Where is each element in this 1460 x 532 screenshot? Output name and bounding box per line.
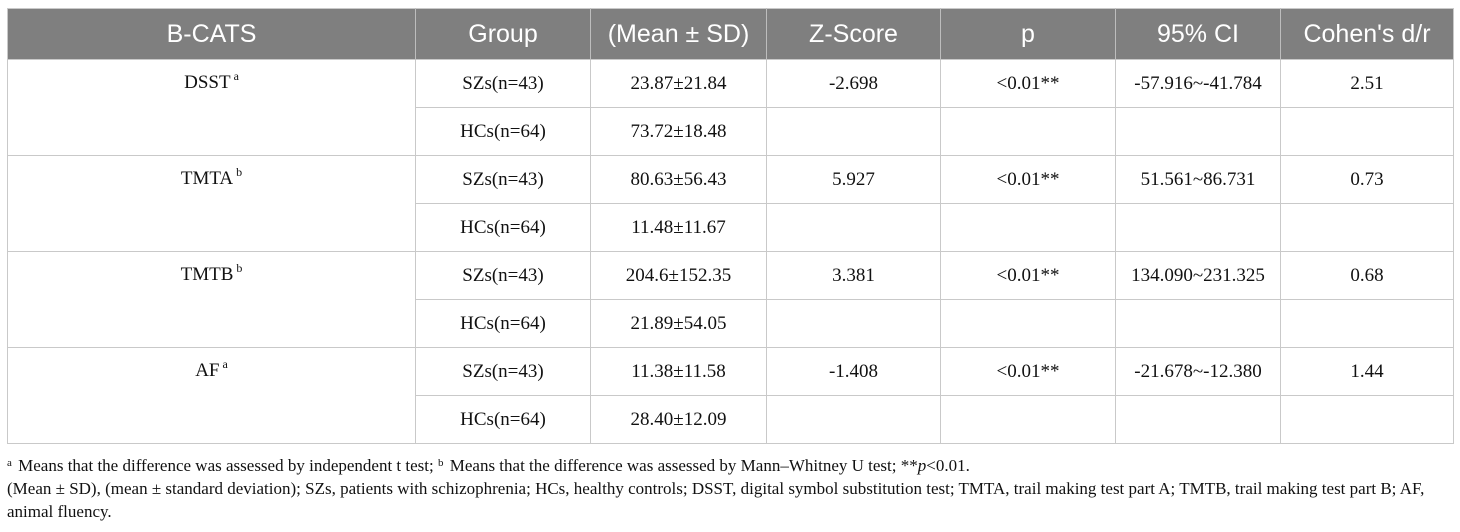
ci-cell: -57.916~-41.784	[1115, 59, 1281, 108]
test-superscript: b	[236, 261, 243, 275]
table-row: HCs(n=64) 73.72±18.48	[8, 107, 1454, 156]
empty-cell	[1115, 299, 1281, 348]
footnote-line-1: a Means that the difference was assessed…	[7, 454, 1455, 477]
results-table-container: B-CATS Group (Mean ± SD) Z-Score p 95% C…	[7, 8, 1454, 444]
header-p: p	[940, 8, 1116, 60]
ci-cell: 134.090~231.325	[1115, 251, 1281, 300]
footnote-sup-b: b	[437, 457, 444, 469]
mean-sd-cell: 73.72±18.48	[590, 107, 767, 156]
results-table: B-CATS Group (Mean ± SD) Z-Score p 95% C…	[7, 8, 1454, 444]
table-row: HCs(n=64) 28.40±12.09	[8, 395, 1454, 444]
table-row: AF a SZs(n=43) 11.38±11.58 -1.408 <0.01**…	[7, 347, 1454, 444]
mean-sd-cell: 23.87±21.84	[590, 59, 767, 108]
header-ci: 95% CI	[1115, 8, 1281, 60]
test-name: AF	[195, 360, 220, 381]
z-score-cell: 3.381	[766, 251, 941, 300]
empty-cell	[940, 299, 1116, 348]
table-row: HCs(n=64) 11.48±11.67	[8, 203, 1454, 252]
p-value-cell: <0.01**	[940, 251, 1116, 300]
header-cohens-d: Cohen's d/r	[1280, 8, 1454, 60]
test-name: DSST	[184, 72, 231, 93]
p-value-cell: <0.01**	[940, 347, 1116, 396]
test-name-cell: TMTA b	[7, 155, 416, 252]
mean-sd-cell: 11.38±11.58	[590, 347, 767, 396]
empty-cell	[766, 107, 941, 156]
table-row: TMTB b SZs(n=43) 204.6±152.35 3.381 <0.01…	[7, 251, 1454, 348]
group-cell: SZs(n=43)	[415, 347, 591, 396]
empty-cell	[1280, 107, 1454, 156]
table-header-row: B-CATS Group (Mean ± SD) Z-Score p 95% C…	[7, 8, 1454, 60]
test-name-cell: DSST a	[7, 59, 416, 156]
test-superscript: a	[233, 69, 239, 83]
empty-cell	[940, 107, 1116, 156]
z-score-cell: -2.698	[766, 59, 941, 108]
empty-cell	[1115, 395, 1281, 444]
empty-cell	[1115, 107, 1281, 156]
mean-sd-cell: 21.89±54.05	[590, 299, 767, 348]
empty-cell	[940, 395, 1116, 444]
empty-cell	[766, 203, 941, 252]
group-cell: SZs(n=43)	[415, 59, 591, 108]
empty-cell	[940, 203, 1116, 252]
empty-cell	[766, 395, 941, 444]
effect-size-cell: 1.44	[1280, 347, 1454, 396]
effect-size-cell: 0.68	[1280, 251, 1454, 300]
empty-cell	[1280, 299, 1454, 348]
table-row: DSST a SZs(n=43) 23.87±21.84 -2.698 <0.01…	[7, 59, 1454, 156]
test-superscript: b	[236, 165, 243, 179]
mean-sd-cell: 204.6±152.35	[590, 251, 767, 300]
mean-sd-cell: 28.40±12.09	[590, 395, 767, 444]
footnote-text-b: Means that the difference was assessed b…	[445, 456, 918, 475]
test-name: TMTA	[180, 168, 234, 189]
test-name: TMTB	[180, 264, 234, 285]
z-score-cell: 5.927	[766, 155, 941, 204]
empty-cell	[1115, 203, 1281, 252]
table-footnotes: a Means that the difference was assessed…	[7, 454, 1455, 523]
table-row: TMTA b SZs(n=43) 80.63±56.43 5.927 <0.01*…	[7, 155, 1454, 252]
ci-cell: -21.678~-12.380	[1115, 347, 1281, 396]
footnote-text-a: Means that the difference was assessed b…	[13, 456, 438, 475]
footnote-sup-a: a	[7, 457, 12, 469]
group-cell: HCs(n=64)	[415, 395, 591, 444]
table-row: HCs(n=64) 21.89±54.05	[8, 299, 1454, 348]
p-value-cell: <0.01**	[940, 155, 1116, 204]
empty-cell	[766, 299, 941, 348]
group-cell: HCs(n=64)	[415, 107, 591, 156]
test-name-cell: TMTB b	[7, 251, 416, 348]
footnote-tail: <0.01.	[926, 456, 970, 475]
empty-cell	[1280, 395, 1454, 444]
effect-size-cell: 0.73	[1280, 155, 1454, 204]
empty-cell	[1280, 203, 1454, 252]
test-name-cell: AF a	[7, 347, 416, 444]
header-test: B-CATS	[7, 8, 416, 60]
footnote-p-italic: p	[917, 456, 927, 475]
p-value-cell: <0.01**	[940, 59, 1116, 108]
mean-sd-cell: 11.48±11.67	[590, 203, 767, 252]
header-group: Group	[415, 8, 591, 60]
effect-size-cell: 2.51	[1280, 59, 1454, 108]
mean-sd-cell: 80.63±56.43	[590, 155, 767, 204]
group-cell: SZs(n=43)	[415, 251, 591, 300]
group-cell: SZs(n=43)	[415, 155, 591, 204]
header-mean-sd: (Mean ± SD)	[590, 8, 767, 60]
group-cell: HCs(n=64)	[415, 203, 591, 252]
z-score-cell: -1.408	[766, 347, 941, 396]
header-z-score: Z-Score	[766, 8, 941, 60]
ci-cell: 51.561~86.731	[1115, 155, 1281, 204]
group-cell: HCs(n=64)	[415, 299, 591, 348]
footnote-line-2: (Mean ± SD), (mean ± standard deviation)…	[7, 479, 1425, 521]
test-superscript: a	[222, 357, 228, 371]
